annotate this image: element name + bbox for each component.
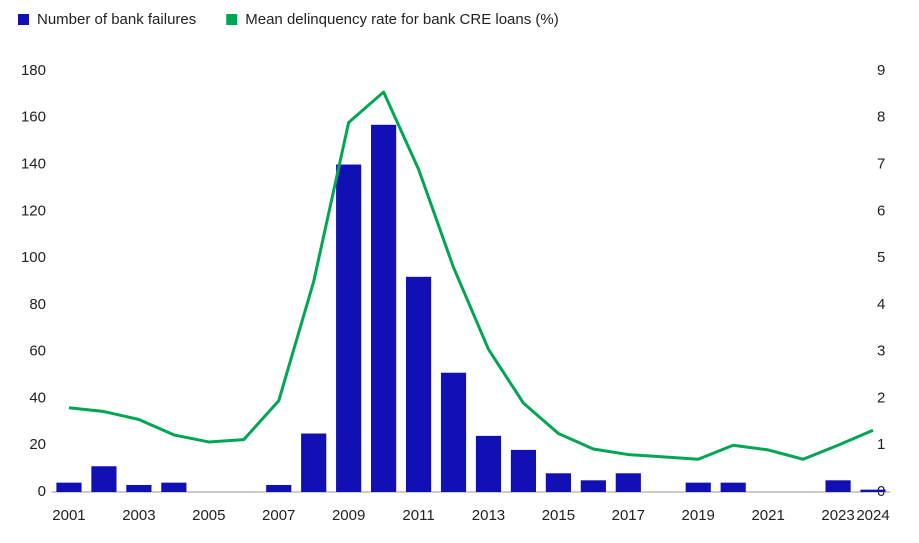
y2-tick-label: 4 [877,296,885,313]
y2-tick-label: 2 [877,389,885,406]
y-tick-label: 20 [29,436,46,453]
bar [860,489,886,492]
bar [266,484,292,492]
x-tick-label: 2011 [402,507,434,524]
legend-swatch [226,14,238,25]
bar [580,480,606,492]
bar [405,276,432,492]
line [68,90,874,461]
y2-tick-label: 7 [877,156,885,173]
y2-tick-label: 3 [877,343,885,360]
bar [56,482,82,492]
bar [301,433,327,492]
bar [475,435,502,492]
y-tick-label: 60 [29,343,46,360]
bar [161,482,187,492]
bar [685,482,711,492]
y-tick-label: 140 [21,156,46,173]
y2-tick-label: 5 [877,249,885,266]
bar [825,480,851,492]
y2-tick-label: 9 [877,62,885,79]
x-tick-label: 2023 [821,507,854,524]
bar [91,466,117,492]
x-tick-label: 2013 [472,507,505,524]
legend-label: Number of bank failures [37,11,196,28]
y-tick-label: 80 [29,296,46,313]
x-tick-label: 2021 [751,507,784,524]
y2-tick-label: 1 [877,436,885,453]
legend-swatch [18,14,29,25]
y2-tick-label: 6 [877,202,885,219]
bar [615,473,641,492]
x-tick-label: 2017 [612,507,645,524]
bar [371,124,397,493]
y-tick-label: 120 [21,202,46,219]
bar [510,449,537,492]
bar [126,484,152,492]
x-tick-label: 2009 [332,507,365,524]
y-tick-label: 160 [21,109,46,126]
bar [720,482,746,492]
x-tick-label: 2003 [122,507,155,524]
bar [336,164,362,493]
x-tick-label: 2007 [262,507,295,524]
y-tick-label: 100 [21,249,46,266]
y-tick-label: 40 [29,389,46,406]
y2-tick-label: 8 [877,109,885,126]
bar [545,473,571,492]
y-tick-label: 180 [21,62,46,79]
y-tick-label: 0 [38,483,46,500]
x-tick-label: 2015 [542,507,575,524]
x-tick-label: 2001 [52,507,85,524]
legend-label: Mean delinquency rate for bank CRE loans… [245,11,559,28]
x-tick-label: 2024 [856,507,889,524]
bar [440,372,467,492]
x-tick-label: 2005 [192,507,225,524]
x-tick-label: 2019 [682,507,715,524]
